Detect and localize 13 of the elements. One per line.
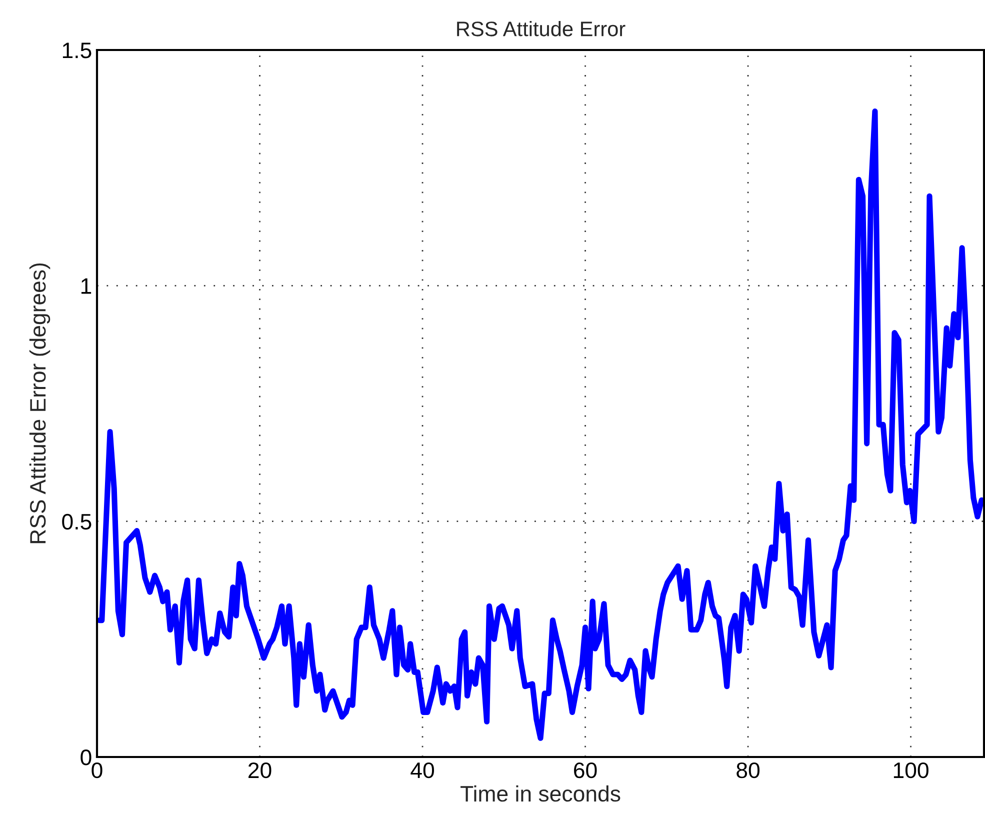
y-tick-label: 1	[81, 278, 92, 294]
x-tick-label: 0	[92, 762, 102, 778]
x-tick-label: 20	[248, 762, 272, 778]
chart-title: RSS Attitude Error	[457, 21, 626, 36]
y-axis-title: RSS Attitude Error (degrees)	[29, 263, 50, 544]
x-tick-label: 80	[736, 762, 760, 778]
y-tick-label: 1.5	[62, 42, 92, 58]
x-tick-label: 100	[894, 762, 928, 778]
y-tick-label: 0.5	[62, 514, 92, 530]
x-tick-label: 60	[574, 762, 597, 778]
y-tick-label: 0	[80, 750, 92, 766]
x-axis-title: Time in seconds	[460, 785, 620, 802]
x-tick-label: 40	[410, 762, 434, 778]
